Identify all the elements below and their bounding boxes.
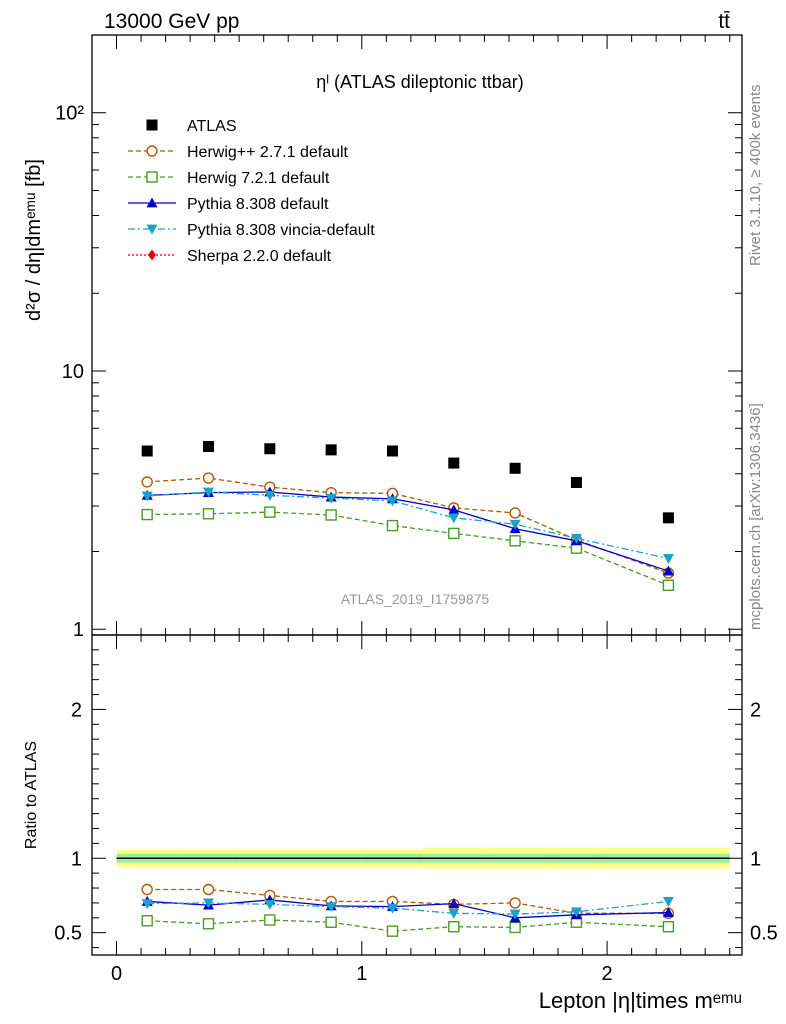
series-2-ratio-point	[662, 907, 674, 917]
series-0-line	[147, 477, 669, 574]
series-0-ratio-point	[509, 897, 521, 909]
atlas-data-point	[448, 457, 460, 469]
watermark: ATLAS_2019_I1759875	[341, 591, 490, 607]
atlas-data-point	[264, 443, 276, 455]
header-energy: 13000 GeV pp	[104, 10, 239, 33]
legend-marker	[146, 224, 158, 235]
series-1-point	[325, 509, 337, 521]
series-3-ratio-point	[203, 898, 215, 909]
series-0-ratio-point	[141, 883, 153, 896]
legend-marker	[146, 171, 158, 183]
main-panel: 1 10 10² ηˡ (ATLAS dileptonic ttbar) ATLAS…	[55, 34, 743, 641]
ratio-panel: 0.5 0.5 1 1 2 2	[54, 634, 778, 956]
series-3-ratio-point	[509, 909, 521, 920]
series-3-ratio-point	[662, 897, 674, 907]
chart-title: ηˡ (ATLAS dileptonic ttbar)	[316, 72, 524, 92]
series-3-point	[325, 493, 337, 504]
header-process: tt̄	[718, 10, 730, 33]
series-2-point	[448, 504, 460, 515]
series-3-ratio-point	[570, 907, 582, 918]
series-3-ratio-point	[141, 899, 153, 910]
ratio-tick-label: 2	[71, 699, 82, 721]
series-1-ratio-point	[202, 918, 215, 930]
legend-label: ATLAS	[187, 118, 237, 135]
series-1-point	[662, 579, 675, 591]
series-3-point	[264, 490, 276, 501]
ratio-frame	[91, 634, 743, 956]
series-3-point	[662, 554, 674, 564]
rivet-label: Rivet 3.1.10, ≥ 400k events	[747, 84, 764, 266]
series-1-point	[448, 527, 460, 540]
legend-marker	[146, 197, 158, 208]
ratio-tick-label: 1	[71, 848, 82, 870]
atlas-data-point	[325, 444, 337, 456]
x-tick-label: 2	[602, 963, 613, 985]
series-1-ratio-point	[509, 921, 521, 934]
series-1-ratio-line	[147, 919, 669, 932]
series-3-point	[448, 513, 460, 524]
legend-marker	[146, 145, 158, 157]
y-tick-label: 1	[73, 619, 84, 641]
series-3-ratio-line	[147, 900, 669, 915]
x-tick-label: 1	[356, 963, 367, 985]
legend-label: Herwig 7.2.1 default	[187, 170, 330, 187]
series-1-line	[147, 511, 669, 586]
series-3-point	[509, 519, 521, 530]
series-0-point	[509, 507, 521, 519]
series-2-line	[147, 491, 669, 572]
legend-label: Pythia 8.308 vincia-default	[187, 222, 375, 239]
legend-marker	[146, 119, 158, 131]
series-1-ratio-point	[662, 921, 675, 933]
x-tick-label: 0	[111, 963, 122, 985]
mcplots-label: mcplots.cern.ch [arXiv:1306.3436]	[747, 403, 764, 630]
series-3-ratio-point	[448, 908, 460, 919]
series-2-point	[662, 565, 674, 576]
series-1-ratio-point	[325, 916, 337, 928]
series-0-ratio-point	[202, 883, 215, 896]
legend-marker	[148, 249, 156, 261]
atlas-data-point	[662, 512, 674, 524]
series-0-point	[141, 476, 153, 488]
series-3-point	[203, 487, 215, 498]
y-tick-label: 10	[62, 361, 84, 383]
series-1-ratio-point	[448, 921, 460, 933]
series-1-ratio-point	[141, 915, 153, 927]
series-0-point	[202, 472, 215, 484]
series-1-ratio-point	[264, 914, 276, 926]
y-axis-label: d²σ / dη|dmᵉᵐᵘ [fb]	[23, 159, 45, 321]
series-1-point	[509, 535, 521, 547]
ratio-tick-label: 2	[750, 699, 761, 721]
legend: ATLAS Herwig++ 2.7.1 default Herwig 7.2.1 …	[128, 118, 375, 265]
series-3-ratio-point	[386, 903, 398, 914]
ratio-tick-label: 0.5	[750, 923, 778, 945]
y-tick-label: 10²	[55, 103, 84, 125]
atlas-data-point	[203, 441, 215, 453]
ratio-y-axis-label: Ratio to ATLAS	[23, 741, 40, 849]
legend-label: Sherpa 2.2.0 default	[187, 248, 332, 265]
ratio-tick-label: 1	[750, 848, 761, 870]
series-2-ratio-point	[448, 898, 460, 909]
legend-label: Pythia 8.308 default	[187, 196, 329, 213]
atlas-data-point	[141, 445, 153, 457]
atlas-data-point	[570, 477, 582, 489]
x-axis-label: Lepton |η|times mᵉᵐᵘ	[539, 988, 742, 1013]
legend-label: Herwig++ 2.7.1 default	[187, 144, 349, 161]
series-3-ratio-point	[325, 902, 337, 913]
series-1-point	[386, 519, 399, 532]
series-0-ratio-line	[147, 888, 669, 914]
series-1-point	[202, 508, 215, 520]
series-3-point	[141, 491, 153, 502]
series-3-point	[570, 533, 582, 544]
series-3-point	[386, 496, 398, 507]
atlas-data-point	[509, 462, 521, 474]
series-3-ratio-point	[264, 899, 276, 910]
ratio-tick-label: 0.5	[54, 923, 82, 945]
atlas-data-point	[386, 445, 398, 457]
series-1-point	[141, 508, 153, 521]
series-1-point	[264, 506, 276, 518]
series-1-ratio-point	[386, 925, 399, 937]
